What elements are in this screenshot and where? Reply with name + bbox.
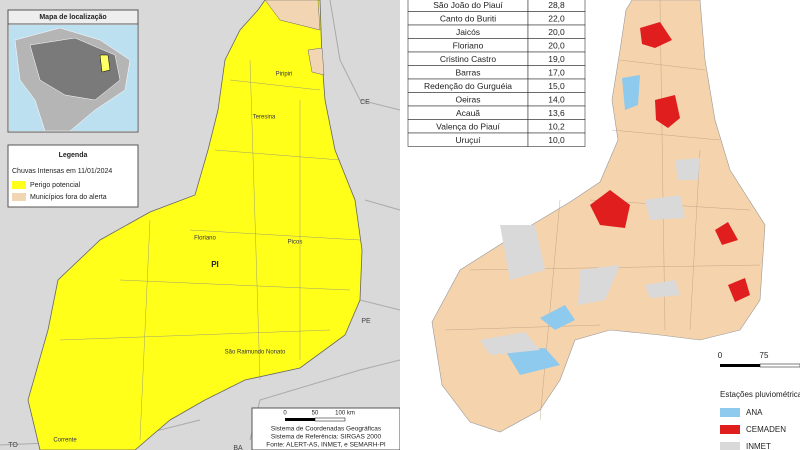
scale-label: 0 — [718, 351, 723, 360]
place-label: Teresina — [253, 115, 276, 121]
scale-label: 75 — [760, 351, 769, 360]
cemaden-area — [590, 190, 630, 228]
place-label: Corrente — [53, 438, 77, 444]
place-label: São Raimundo Nonato — [225, 350, 286, 356]
station-name: Jaicós — [456, 27, 480, 37]
rain-value: 19,0 — [548, 54, 565, 64]
cemaden-area — [640, 22, 672, 48]
cemaden-area — [655, 95, 680, 128]
state-label: BA — [233, 445, 243, 450]
scale-bar — [720, 364, 760, 367]
station-name: Redenção do Gurguéia — [424, 81, 512, 91]
station-name: Canto do Buriti — [440, 14, 496, 24]
station-name: Barras — [455, 68, 480, 78]
legend-swatch — [720, 442, 740, 450]
footer-line: Sistema de Coordenadas Geográficas — [271, 426, 382, 433]
legend-swatch — [12, 181, 26, 189]
footer-box — [251, 407, 401, 450]
place-label: Picos — [288, 240, 303, 246]
rain-value: 13,6 — [548, 108, 565, 118]
municipality-out-of-alert — [307, 47, 325, 76]
state-label: TO — [8, 442, 18, 449]
cemaden-area — [715, 222, 738, 245]
scale-label: 0 — [283, 411, 287, 417]
state-label: CE — [360, 99, 370, 106]
inmet-area — [645, 195, 685, 220]
legend-swatch — [720, 425, 740, 434]
table-cell — [527, 132, 586, 147]
ana-area — [540, 305, 575, 330]
cemaden-area — [728, 278, 750, 302]
legend-box — [7, 144, 139, 208]
place-label: Floriano — [194, 236, 216, 242]
place-label: PI — [211, 260, 219, 269]
inmet-area — [578, 265, 620, 305]
station-name: São João do Piauí — [433, 0, 503, 10]
scale-label: 100 km — [335, 411, 355, 417]
footer-line: Fonte: ALERT-AS, INMET, e SEMARH-PI — [266, 442, 386, 449]
municipality-lines — [59, 59, 361, 441]
legend-title: Legenda — [59, 152, 88, 159]
station-name: Floriano — [453, 41, 484, 51]
inmet-area — [480, 332, 540, 355]
inset-title-bar — [7, 9, 139, 25]
inset-title: Mapa de localização — [39, 14, 106, 21]
legend-item: ANA — [746, 408, 763, 417]
inmet-area — [645, 280, 680, 298]
station-name: Uruçuí — [455, 135, 481, 145]
station-name: Valença do Piauí — [436, 122, 500, 132]
divider — [400, 0, 404, 450]
state-label: PE — [361, 318, 371, 325]
rain-value: 22,0 — [548, 14, 565, 24]
legend-item: CEMADEN — [746, 425, 786, 434]
rain-value: 17,0 — [548, 68, 565, 78]
station-name: Cristino Castro — [440, 54, 496, 64]
inmet-area — [675, 158, 700, 180]
station-name: Acauã — [456, 108, 480, 118]
ana-area — [505, 348, 560, 375]
rain-value: 10,2 — [548, 122, 565, 132]
ana-area — [622, 75, 640, 110]
municipality-out-of-alert — [264, 0, 321, 31]
piaui-alert-area — [27, 0, 363, 450]
legend-item: Perigo potencial — [30, 182, 81, 189]
rain-value: 10,0 — [548, 135, 565, 145]
station-name: Oeiras — [455, 95, 480, 105]
legend-item: Municípios fora do alerta — [30, 194, 107, 201]
scale-bar — [314, 417, 346, 422]
inset-piaui — [99, 54, 111, 73]
rain-value: 15,0 — [548, 81, 565, 91]
scale-bar — [759, 363, 800, 368]
place-label: Piripiri — [276, 72, 293, 78]
right-legend-title: Estações pluviométricas — [720, 390, 800, 399]
inset-brazil — [29, 37, 121, 101]
rain-value: 14,0 — [548, 95, 565, 105]
legend-swatch — [12, 193, 26, 201]
legend-swatch — [720, 408, 740, 417]
scale-bar — [285, 418, 315, 421]
scale-label: 50 — [312, 411, 319, 417]
inmet-area — [500, 225, 545, 280]
rain-value: 28,8 — [548, 0, 565, 10]
legend-subtitle: Chuvas Intensas em 11/01/2024 — [12, 168, 112, 175]
legend-item: INMET — [746, 442, 771, 450]
rain-value: 20,0 — [548, 41, 565, 51]
footer-line: Sistema de Referência: SIRGAS 2000 — [271, 434, 382, 441]
rain-value: 20,0 — [548, 27, 565, 37]
